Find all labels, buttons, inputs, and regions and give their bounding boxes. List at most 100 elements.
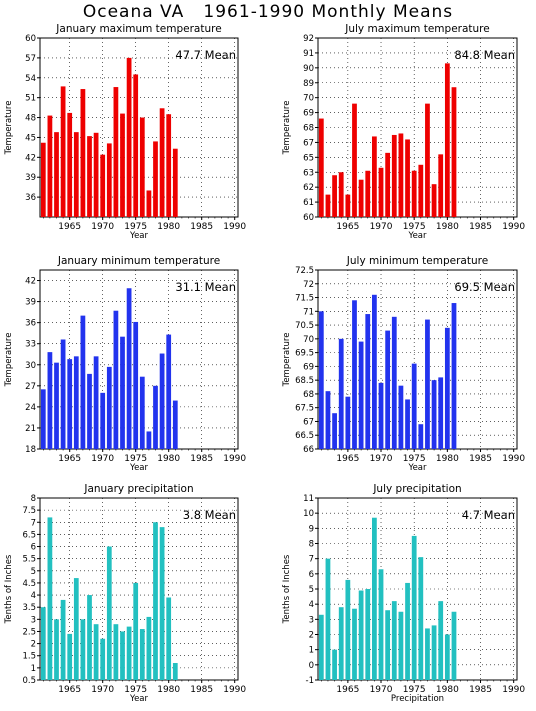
bar-1981 (451, 303, 457, 449)
bar-1974 (126, 288, 132, 449)
y-tick-label: 2 (309, 631, 314, 641)
bar-1977 (146, 431, 152, 449)
bar-1972 (113, 310, 119, 449)
x-axis-label: Year (129, 694, 149, 704)
bar-1973 (398, 133, 404, 217)
bar-1965 (67, 633, 73, 680)
y-tick-label: 72.5 (295, 266, 314, 276)
chart-title: July minimum temperature (346, 255, 488, 267)
x-axis-label: Year (408, 463, 428, 473)
y-tick-label: 6.5 (22, 530, 36, 540)
bar-1974 (405, 582, 410, 680)
bar-1981 (451, 611, 457, 680)
y-tick-label: 45 (25, 133, 36, 143)
mean-label: 69.5 Mean (454, 280, 515, 294)
x-tick-label: 1965 (336, 685, 359, 695)
bar-1980 (166, 114, 172, 217)
bar-1971 (106, 366, 112, 449)
bar-1963 (332, 175, 337, 217)
bar-1961 (318, 118, 324, 217)
y-tick-label: 92 (303, 34, 314, 44)
bar-1978 (431, 184, 437, 217)
bar-1968 (365, 170, 371, 217)
y-tick-label: 33 (25, 340, 36, 350)
y-tick-label: 67 (303, 417, 314, 427)
bar-1979 (438, 377, 444, 449)
plot-frame (317, 269, 518, 450)
y-tick-label: 5.5 (22, 555, 36, 565)
bar-1977 (146, 616, 152, 680)
bar-1979 (159, 353, 165, 449)
bar-1978 (153, 385, 158, 449)
y-tick-label: 54 (25, 74, 36, 84)
bar-1975 (411, 363, 417, 449)
x-tick-label: 1980 (436, 454, 459, 464)
bar-1973 (398, 611, 404, 680)
y-tick-label: 69 (303, 109, 314, 119)
y-tick-label: 7 (309, 555, 314, 565)
chart-title: July precipitation (372, 483, 461, 495)
x-tick-label: 1985 (469, 454, 492, 464)
y-tick-label: 70 (303, 94, 314, 104)
y-tick-label: 42 (25, 153, 36, 163)
bar-1963 (54, 619, 59, 680)
bar-1969 (371, 517, 377, 680)
bar-1971 (385, 152, 391, 217)
bar-1976 (418, 164, 424, 217)
y-tick-label: 39 (25, 298, 36, 308)
y-tick-label: 4 (31, 591, 36, 601)
bar-1965 (67, 359, 73, 449)
bar-1972 (391, 601, 397, 680)
y-tick-label: 69.5 (295, 349, 314, 359)
bar-1976 (139, 117, 145, 217)
x-tick-label: 1980 (436, 222, 459, 232)
bar-1968 (365, 589, 371, 680)
bar-1965 (345, 194, 351, 217)
plot-frame (39, 37, 239, 218)
y-tick-label: 3.5 (22, 603, 36, 613)
bar-1961 (40, 607, 46, 680)
x-tick-label: 1985 (469, 685, 492, 695)
bar-1963 (54, 362, 59, 449)
chart-title: July maximum temperature (344, 23, 489, 35)
x-axis-label: Year (129, 463, 149, 473)
x-tick-label: 1965 (58, 222, 81, 232)
x-tick-label: 1975 (124, 222, 147, 232)
bar-1980 (166, 597, 172, 680)
x-tick-label: 1970 (370, 454, 393, 464)
y-tick-label: 60 (25, 34, 36, 44)
x-axis-label: Year (408, 231, 428, 241)
bar-1972 (391, 134, 397, 217)
y-axis-label: Temperature (282, 333, 292, 388)
y-tick-label: 18 (25, 445, 36, 455)
bar-1966 (352, 300, 357, 449)
y-tick-label: 36 (25, 319, 36, 329)
y-tick-label: 91 (303, 49, 314, 59)
bar-1964 (60, 86, 66, 217)
bar-1975 (133, 74, 139, 218)
x-tick-label: 1970 (91, 685, 114, 695)
bar-1972 (113, 624, 119, 680)
mean-label: 4.7 Mean (462, 508, 515, 522)
chart-panel-2: 60 61 62 63 65 67 68 69 70 89 90 91 92 1965 1970 1975 19… (282, 23, 525, 241)
x-tick-label: 1990 (502, 454, 525, 464)
page-title: Oceana VA 1961-1990 Monthly Means (82, 2, 454, 22)
y-tick-label: 68 (303, 124, 314, 134)
y-tick-label: 42 (25, 277, 36, 287)
y-axis-label: Temperature (4, 101, 14, 156)
chart-panel-5: 0.5 1 1.5 2 2.5 3 3.5 4 4.5 5 5.5 6 6.5 7 7.5 8 1965 1970… (4, 483, 246, 704)
x-tick-label: 1965 (58, 685, 81, 695)
y-tick-label: 48 (25, 114, 36, 124)
mean-label: 3.8 Mean (183, 508, 236, 522)
y-tick-label: 89 (303, 79, 314, 89)
bar-1964 (60, 339, 66, 449)
y-tick-label: 27 (25, 382, 36, 392)
bar-1971 (385, 330, 391, 449)
bar-1979 (159, 108, 165, 217)
x-tick-label: 1985 (469, 222, 492, 232)
bar-1967 (80, 89, 86, 217)
x-tick-label: 1990 (223, 454, 246, 464)
x-tick-label: 1970 (370, 222, 393, 232)
bar-1965 (345, 579, 351, 680)
bar-1979 (159, 527, 165, 680)
